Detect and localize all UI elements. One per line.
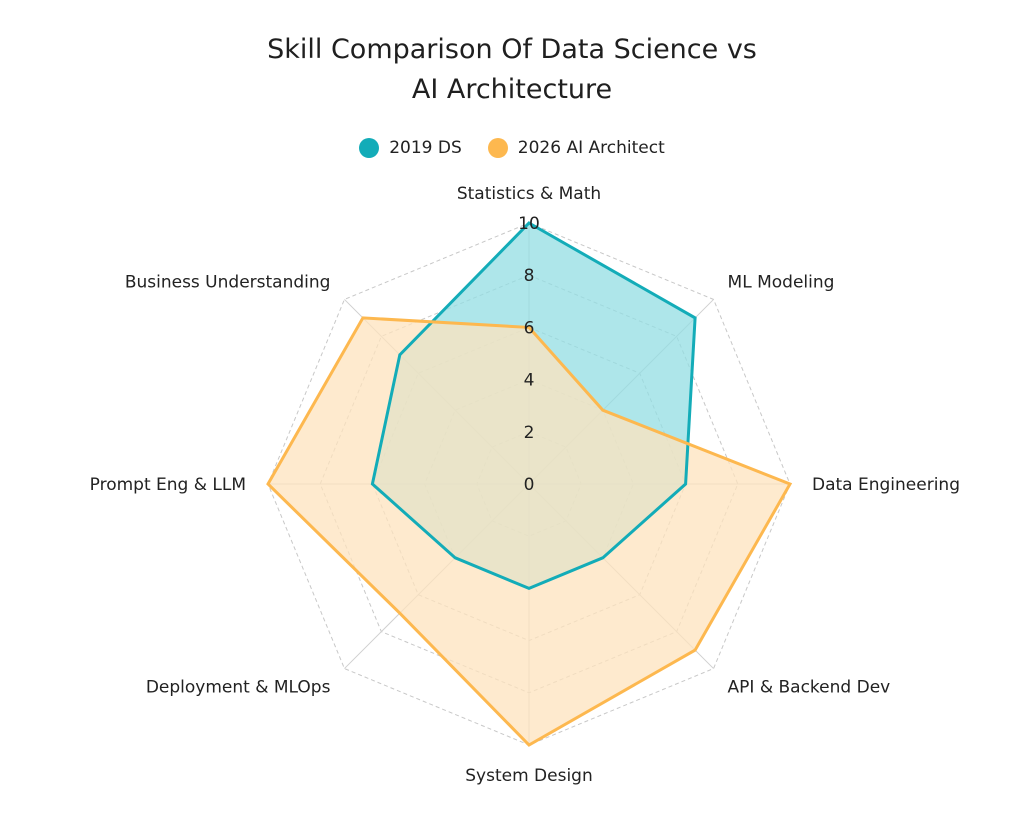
legend: 2019 DS 2026 AI Architect <box>0 138 1024 158</box>
tick-label-8: 8 <box>524 266 535 286</box>
axis-label-5: Deployment & MLOps <box>146 678 331 698</box>
tick-label-6: 6 <box>524 318 535 338</box>
legend-label-2019-ds: 2019 DS <box>389 138 462 158</box>
axis-label-6: Prompt Eng & LLM <box>90 475 246 495</box>
axis-label-1: ML Modeling <box>728 272 835 292</box>
series-line-1 <box>266 316 793 747</box>
tick-label-2: 2 <box>524 423 535 443</box>
legend-item-2019-ds[interactable]: 2019 DS <box>359 138 462 158</box>
tick-label-10: 10 <box>518 214 540 234</box>
axis-label-7: Business Understanding <box>125 272 331 292</box>
axis-label-4: System Design <box>465 766 593 786</box>
series-area-1 <box>268 317 790 745</box>
axis-label-2: Data Engineering <box>812 475 960 495</box>
legend-marker-2019-ds <box>359 138 380 158</box>
chart-title: Skill Comparison Of Data Science vs AI A… <box>267 34 757 105</box>
legend-label-2026-ai-architect: 2026 AI Architect <box>517 138 665 158</box>
series-line-0 <box>370 221 697 591</box>
legend-item-2026-ai-architect[interactable]: 2026 AI Architect <box>487 138 665 158</box>
tick-label-4: 4 <box>524 371 535 391</box>
legend-marker-2026-ai-architect <box>487 138 508 158</box>
axis-label-0: Statistics & Math <box>457 184 601 204</box>
tick-label-0: 0 <box>524 475 535 495</box>
axis-label-3: API & Backend Dev <box>728 678 891 698</box>
